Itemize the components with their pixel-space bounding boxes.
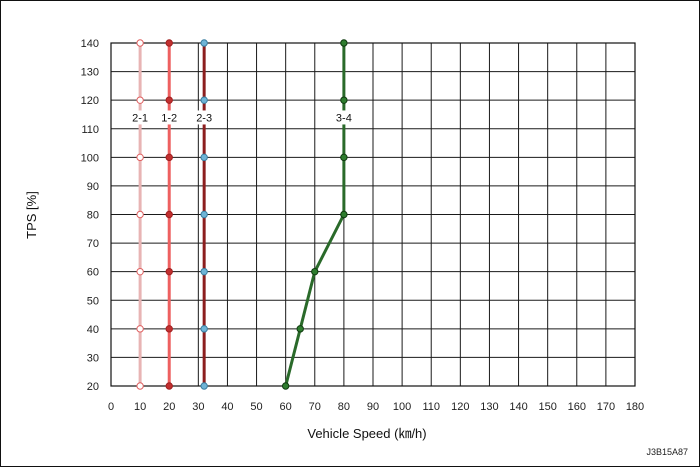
y-tick-label: 90 — [87, 181, 99, 193]
series-label: 2-3 — [196, 112, 212, 124]
x-tick-label: 160 — [568, 401, 586, 413]
data-point-2-1 — [136, 210, 144, 219]
series-labels: 2-1 1-2 2-3 3-4 — [130, 110, 354, 125]
series-label-background — [333, 110, 354, 125]
data-point-3-4 — [296, 325, 304, 333]
data-point-2-3 — [200, 382, 208, 390]
x-tick-label: 20 — [163, 401, 175, 413]
x-tick-label: 30 — [192, 401, 204, 413]
y-tick-label: 50 — [87, 295, 99, 307]
data-point-3-4 — [340, 96, 348, 104]
x-tick-label: 40 — [221, 401, 233, 413]
data-point-3-4 — [340, 39, 348, 47]
data-point-2-3 — [200, 153, 208, 162]
data-point-2-1 — [136, 325, 144, 333]
series-lines — [136, 39, 348, 390]
series-label-background — [130, 110, 151, 125]
y-tick-label: 100 — [81, 152, 99, 164]
x-tick-label: 120 — [451, 401, 469, 413]
data-point-3-4 — [340, 153, 348, 162]
x-tick-label: 110 — [422, 401, 440, 413]
data-point-1-2 — [165, 39, 173, 47]
data-point-3-4 — [340, 210, 348, 219]
series-label: 1-2 — [161, 112, 177, 124]
x-tick-label: 80 — [338, 401, 350, 413]
data-point-2-3 — [200, 267, 208, 276]
x-tick-label: 70 — [309, 401, 321, 413]
data-point-2-1 — [136, 96, 144, 104]
tick-labels: 0 10 20 30 40 50 60 70 80 90 100 110 120 130 140 150 160… — [81, 38, 645, 413]
x-tick-label: 170 — [597, 401, 615, 413]
x-tick-label: 50 — [250, 401, 262, 413]
x-tick-label: 60 — [280, 401, 292, 413]
data-point-1-2 — [165, 267, 173, 276]
y-tick-label: 140 — [81, 38, 99, 50]
data-point-3-4 — [311, 267, 319, 276]
data-point-2-1 — [136, 382, 144, 390]
x-tick-label: 150 — [538, 401, 556, 413]
y-tick-label: 80 — [87, 210, 99, 222]
x-tick-label: 140 — [509, 401, 527, 413]
x-tick-label: 90 — [367, 401, 379, 413]
plot-area-border — [110, 42, 636, 387]
series-label-background — [194, 110, 215, 125]
y-tick-label: 70 — [87, 238, 99, 250]
y-tick-label: 130 — [81, 67, 99, 79]
data-point-1-2 — [165, 210, 173, 219]
series-label: 2-1 — [132, 112, 148, 124]
data-point-1-2 — [165, 325, 173, 333]
data-point-2-3 — [200, 325, 208, 333]
grid — [110, 42, 636, 387]
x-tick-label: 0 — [108, 401, 114, 413]
series-label-background — [159, 110, 180, 125]
data-point-3-4 — [281, 382, 290, 390]
data-point-1-2 — [165, 382, 173, 390]
data-point-2-1 — [136, 153, 144, 162]
y-tick-label: 120 — [81, 95, 99, 107]
data-point-2-3 — [200, 96, 208, 104]
data-point-1-2 — [165, 96, 173, 104]
x-tick-label: 100 — [393, 401, 411, 413]
y-tick-label: 30 — [87, 352, 99, 364]
y-tick-label: 110 — [81, 124, 99, 136]
data-point-2-3 — [200, 210, 208, 219]
data-point-2-1 — [136, 267, 144, 276]
x-tick-label: 130 — [480, 401, 498, 413]
series-label: 3-4 — [336, 112, 352, 124]
y-tick-label: 40 — [87, 324, 99, 336]
x-tick-label: 10 — [134, 401, 146, 413]
data-point-1-2 — [165, 153, 173, 162]
y-axis-title: TPS [%] — [24, 191, 39, 239]
y-tick-label: 20 — [87, 381, 99, 393]
y-tick-label: 60 — [87, 267, 99, 279]
figure-code: J3B15A87 — [646, 447, 688, 457]
x-tick-label: 180 — [626, 401, 644, 413]
x-axis-title: Vehicle Speed (㎞/h) — [307, 426, 426, 441]
data-point-2-1 — [136, 39, 144, 47]
data-point-2-3 — [200, 39, 208, 47]
